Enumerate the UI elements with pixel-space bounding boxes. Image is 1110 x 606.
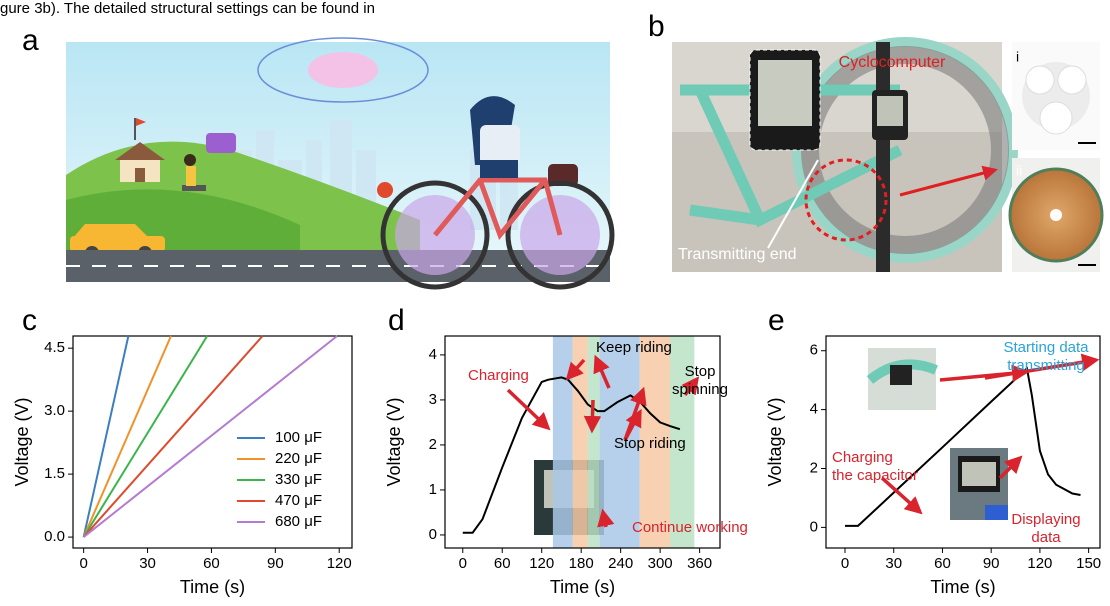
panel-label: c — [22, 304, 37, 337]
annotation: Charging — [468, 367, 529, 384]
annotation: Charging — [832, 449, 893, 466]
annotation: Stop — [685, 363, 716, 380]
x-axis-label: Time (s) — [550, 577, 615, 597]
series-line — [84, 336, 171, 537]
x-tick-label: 240 — [608, 555, 633, 572]
x-tick-label: 120 — [327, 555, 352, 572]
x-tick-label: 0 — [841, 555, 849, 572]
x-tick-label: 60 — [934, 555, 951, 572]
annotation-arrow — [508, 390, 548, 428]
annotation-arrow — [592, 400, 593, 430]
illustration — [66, 38, 612, 287]
y-axis-label: Voltage (V) — [765, 397, 785, 486]
x-tick-label: 60 — [203, 555, 220, 572]
legend-label: 330 μF — [275, 471, 322, 488]
y-tick-label: 4 — [429, 346, 437, 363]
x-tick-label: 90 — [983, 555, 1000, 572]
photo — [672, 42, 1102, 272]
x-tick-label: 0 — [459, 555, 467, 572]
photo-label: Transmitting end — [678, 246, 797, 263]
annotation: Stop riding — [614, 435, 686, 452]
legend-label: 470 μF — [275, 492, 322, 509]
annotation: data — [1031, 529, 1061, 546]
x-tick-label: 360 — [687, 555, 712, 572]
annotation: Continue working — [632, 519, 748, 536]
y-tick-label: 6 — [810, 342, 818, 359]
y-tick-label: 4.5 — [44, 339, 65, 356]
x-tick-label: 90 — [267, 555, 284, 572]
y-tick-label: 0 — [810, 518, 818, 535]
y-tick-label: 0 — [429, 526, 437, 543]
y-axis-label: Voltage (V) — [384, 397, 404, 486]
photo-label: i — [1016, 49, 1019, 65]
legend-label: 680 μF — [275, 513, 322, 530]
series-line — [84, 336, 208, 537]
y-tick-label: 0.0 — [44, 528, 65, 545]
annotation: the capacitor — [832, 467, 918, 484]
annotation: Displaying — [1011, 511, 1080, 528]
y-tick-label: 4 — [810, 401, 818, 418]
x-tick-label: 120 — [1027, 555, 1052, 572]
x-tick-label: 60 — [494, 555, 511, 572]
panel-label: d — [388, 304, 405, 337]
annotation: Starting data — [1003, 339, 1089, 356]
panel-label: b — [648, 10, 665, 43]
x-tick-label: 150 — [1076, 555, 1101, 572]
header-text: gure 3b). The detailed structural settin… — [0, 0, 375, 17]
photo-label: Cyclocomputer — [839, 54, 946, 71]
figure: gure 3b). The detailed structural settin… — [0, 0, 1110, 601]
y-tick-label: 1 — [429, 481, 437, 498]
band — [553, 336, 573, 548]
x-tick-label: 0 — [79, 555, 87, 572]
y-tick-label: 2 — [429, 436, 437, 453]
x-tick-label: 300 — [648, 555, 673, 572]
x-tick-label: 30 — [139, 555, 156, 572]
y-axis-label: Voltage (V) — [12, 397, 32, 486]
y-tick-label: 1.5 — [44, 465, 65, 482]
legend-label: 220 μF — [275, 450, 322, 467]
y-tick-label: 2 — [810, 459, 818, 476]
y-tick-label: 3 — [429, 391, 437, 408]
series-line — [84, 336, 263, 537]
y-tick-label: 3.0 — [44, 402, 65, 419]
annotation: spinning — [672, 381, 728, 398]
x-tick-label: 180 — [569, 555, 594, 572]
photo-label: ii — [1016, 163, 1022, 179]
legend-label: 100 μF — [275, 429, 322, 446]
x-axis-label: Time (s) — [930, 577, 995, 597]
band — [588, 336, 600, 548]
annotation: Keep riding — [596, 339, 672, 356]
x-tick-label: 120 — [529, 555, 554, 572]
panel-label: a — [22, 24, 39, 57]
panel-label: e — [768, 304, 785, 337]
annotation: transmitting — [1007, 357, 1085, 374]
x-axis-label: Time (s) — [180, 577, 245, 597]
x-tick-label: 30 — [885, 555, 902, 572]
